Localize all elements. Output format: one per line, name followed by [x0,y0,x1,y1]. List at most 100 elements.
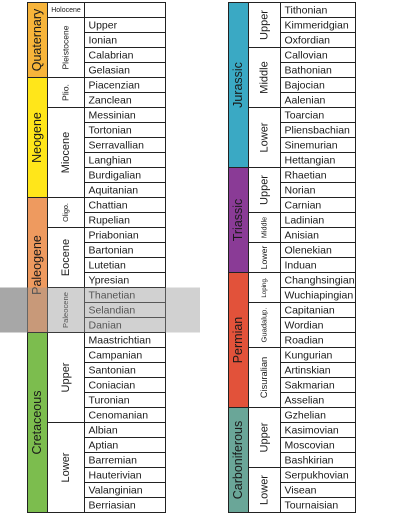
stage-label: Langhian [89,154,132,166]
stage-label: Callovian [285,49,328,61]
stage-label: Aquitanian [89,184,139,196]
stage-label: Santonian [89,364,136,376]
stage-label: Changhsingian [285,274,355,286]
stage-label: Norian [285,184,316,196]
stage-label: Danian [89,319,122,331]
stage-label: Kimmeridgian [285,19,349,31]
stage-cell [84,2,166,18]
stage-label: Piacenzian [89,79,141,91]
stage-label: Serpukhovian [285,469,349,481]
stage-label: Roadian [285,334,324,346]
stage-label: Barremian [89,454,138,466]
stage-label: Valanginian [89,484,143,496]
stage-label: Tournaisian [285,499,339,511]
period-cell [27,332,48,513]
epoch-label: Plio. [60,84,70,101]
stage-label: Berriasian [89,499,136,511]
stage-label: Ladinian [285,214,325,226]
stage-label: Ionian [89,34,118,46]
epoch-label: Holocene [51,7,81,14]
epoch-label: Oligo. [61,203,70,222]
stage-label: Serravallian [89,139,145,151]
stage-label: Albian [89,424,118,436]
epoch-cell [248,302,281,348]
epoch-cell [248,47,281,108]
epoch-cell [248,407,281,468]
stage-label: Bajocian [285,79,325,91]
epoch-cell [248,272,281,303]
period-label: Carboniferous [231,421,245,500]
epoch-label: Paleocene [61,292,70,328]
period-label: Quaternary [30,8,44,71]
stage-label: Lutetian [89,259,127,271]
stage-label: Zanclean [89,94,132,106]
epoch-label: Middle [258,61,270,93]
stage-label: Rhaetian [285,169,327,181]
stage-label: Artinskian [285,364,331,376]
period-label: Paleogene [30,235,44,295]
stage-label: Campanian [89,349,143,361]
stage-label: Upper [89,19,118,31]
epoch-cell [47,77,85,108]
stage-label: Bashkirian [285,454,334,466]
stage-label: Visean [285,484,317,496]
stage-label: Asselian [285,394,325,406]
stage-label: Ypresian [89,274,130,286]
stage-label: Gelasian [89,64,131,76]
highlight-band [0,287,200,333]
epoch-cell [248,2,281,48]
stage-label: Pliensbachian [285,124,351,136]
stage-label: Hettangian [285,154,336,166]
epoch-cell [248,167,281,213]
stage-label: Bathonian [285,64,332,76]
epoch-label: Upper [258,175,270,205]
stage-label: Moscovian [285,439,335,451]
epoch-label: Upper [258,10,270,40]
period-label: Neogene [30,112,44,163]
stage-label: Burdigalian [89,169,142,181]
stage-label: Selandian [89,304,136,316]
stage-label: Oxfordian [285,34,331,46]
stage-label: Priabonian [89,229,139,241]
stage-label: Kungurian [285,349,333,361]
stage-label: Bartonian [89,244,134,256]
stage-label: Gzhelian [285,409,327,421]
stage-label: Sakmarian [285,379,335,391]
period-cell [228,407,249,513]
stage-label: Maastrichtian [89,334,152,346]
stage-label: Chattian [89,199,128,211]
stage-label: Toarcian [285,109,325,121]
period-label: Permian [231,317,245,364]
epoch-cell [47,332,85,423]
stage-label: Capitanian [285,304,335,316]
highlight-band-edge [0,287,28,333]
stage-label: Sinemurian [285,139,338,151]
epoch-label: Lower [258,475,270,505]
stage-label: Kasimovian [285,424,339,436]
epoch-label: Lower [60,452,72,482]
stage-label: Cenomanian [89,409,149,421]
epoch-label: Upper [60,362,72,392]
epoch-label: Loping. [261,277,268,298]
epoch-label: Cisuralian [259,357,269,398]
epoch-label: Eocene [60,239,72,276]
stage-label: Tithonian [285,4,328,16]
epoch-cell [47,422,85,513]
stage-label: Calabrian [89,49,134,61]
stage-label: Olenekian [285,244,332,256]
epoch-label: Upper [258,422,270,452]
stage-label: Wuchiapingian [285,289,354,301]
epoch-cell [248,107,281,168]
stage-label: Aalenian [285,94,326,106]
highlight-layer [0,287,200,333]
stage-label: Rupelian [89,214,131,226]
stage-label: Anisian [285,229,320,241]
stage-label: Turonian [89,394,130,406]
epoch-label: Lower [259,246,269,270]
epoch-label: Miocene [60,132,72,174]
epoch-cell [47,107,85,198]
stage-label: Aptian [89,439,119,451]
epoch-label: Middle [259,217,268,238]
